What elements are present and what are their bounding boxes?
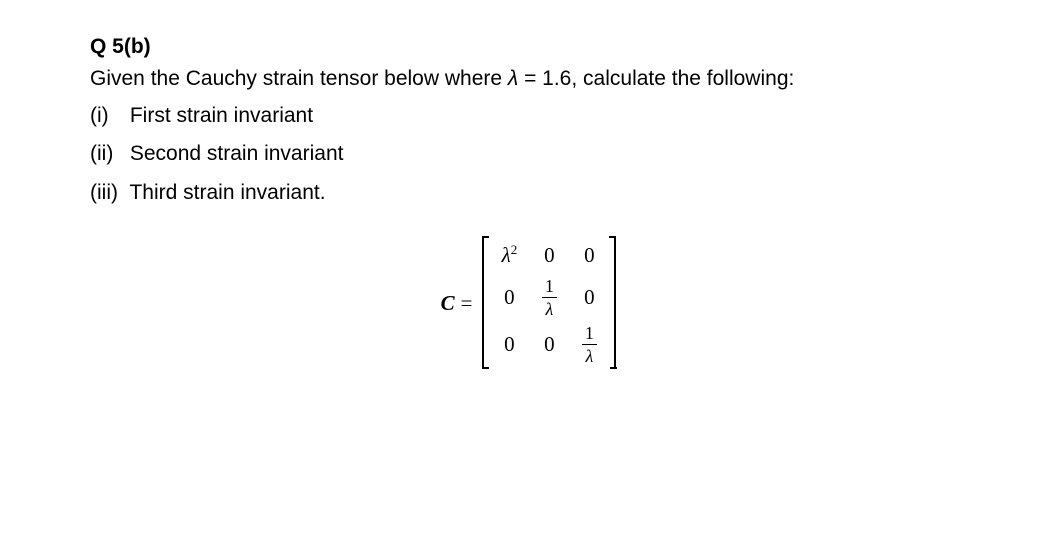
- matrix-lhs-symbol: C: [441, 288, 455, 318]
- matrix-cell: 0: [538, 240, 560, 270]
- stem-prefix: Given the Cauchy strain tensor below whe…: [90, 67, 508, 90]
- matrix-cell: 1λ: [538, 277, 560, 318]
- equation-row: C = λ20001λ0001λ: [441, 236, 619, 369]
- question-page: Q 5(b) Given the Cauchy strain tensor be…: [0, 0, 1049, 369]
- matrix-body: λ20001λ0001λ: [480, 236, 618, 369]
- lambda-value: 1.6: [542, 67, 571, 90]
- subpart-text: First strain invariant: [130, 104, 313, 127]
- subpart-label: (i): [90, 101, 124, 131]
- subpart-i: (i) First strain invariant: [90, 101, 969, 131]
- matrix-cell: 1λ: [578, 324, 600, 365]
- matrix-cell: λ2: [498, 240, 520, 270]
- question-number: Q 5(b): [90, 32, 969, 62]
- matrix-cell: 0: [498, 282, 520, 312]
- matrix-cell: 0: [538, 329, 560, 359]
- subpart-label: (iii): [90, 178, 124, 208]
- equals-sign: =: [461, 288, 473, 318]
- subpart-label: (ii): [90, 139, 124, 169]
- subpart-iii: (iii) Third strain invariant.: [90, 178, 969, 208]
- matrix-cell: 0: [498, 329, 520, 359]
- subpart-list: (i) First strain invariant (ii) Second s…: [90, 101, 969, 208]
- question-stem: Given the Cauchy strain tensor below whe…: [90, 64, 969, 94]
- stem-suffix: , calculate the following:: [571, 67, 794, 90]
- lambda-symbol: λ: [508, 67, 518, 90]
- matrix-cell: 0: [578, 282, 600, 312]
- subpart-ii: (ii) Second strain invariant: [90, 139, 969, 169]
- fraction: 1λ: [582, 324, 597, 365]
- matrix-cell: 0: [578, 240, 600, 270]
- equals-text: =: [518, 67, 542, 90]
- right-bracket-icon: [608, 236, 618, 369]
- fraction: 1λ: [542, 277, 557, 318]
- subpart-text: Third strain invariant.: [129, 181, 325, 204]
- matrix-grid: λ20001λ0001λ: [490, 236, 608, 369]
- subpart-text: Second strain invariant: [130, 142, 344, 165]
- matrix-equation: C = λ20001λ0001λ: [90, 236, 969, 369]
- left-bracket-icon: [480, 236, 490, 369]
